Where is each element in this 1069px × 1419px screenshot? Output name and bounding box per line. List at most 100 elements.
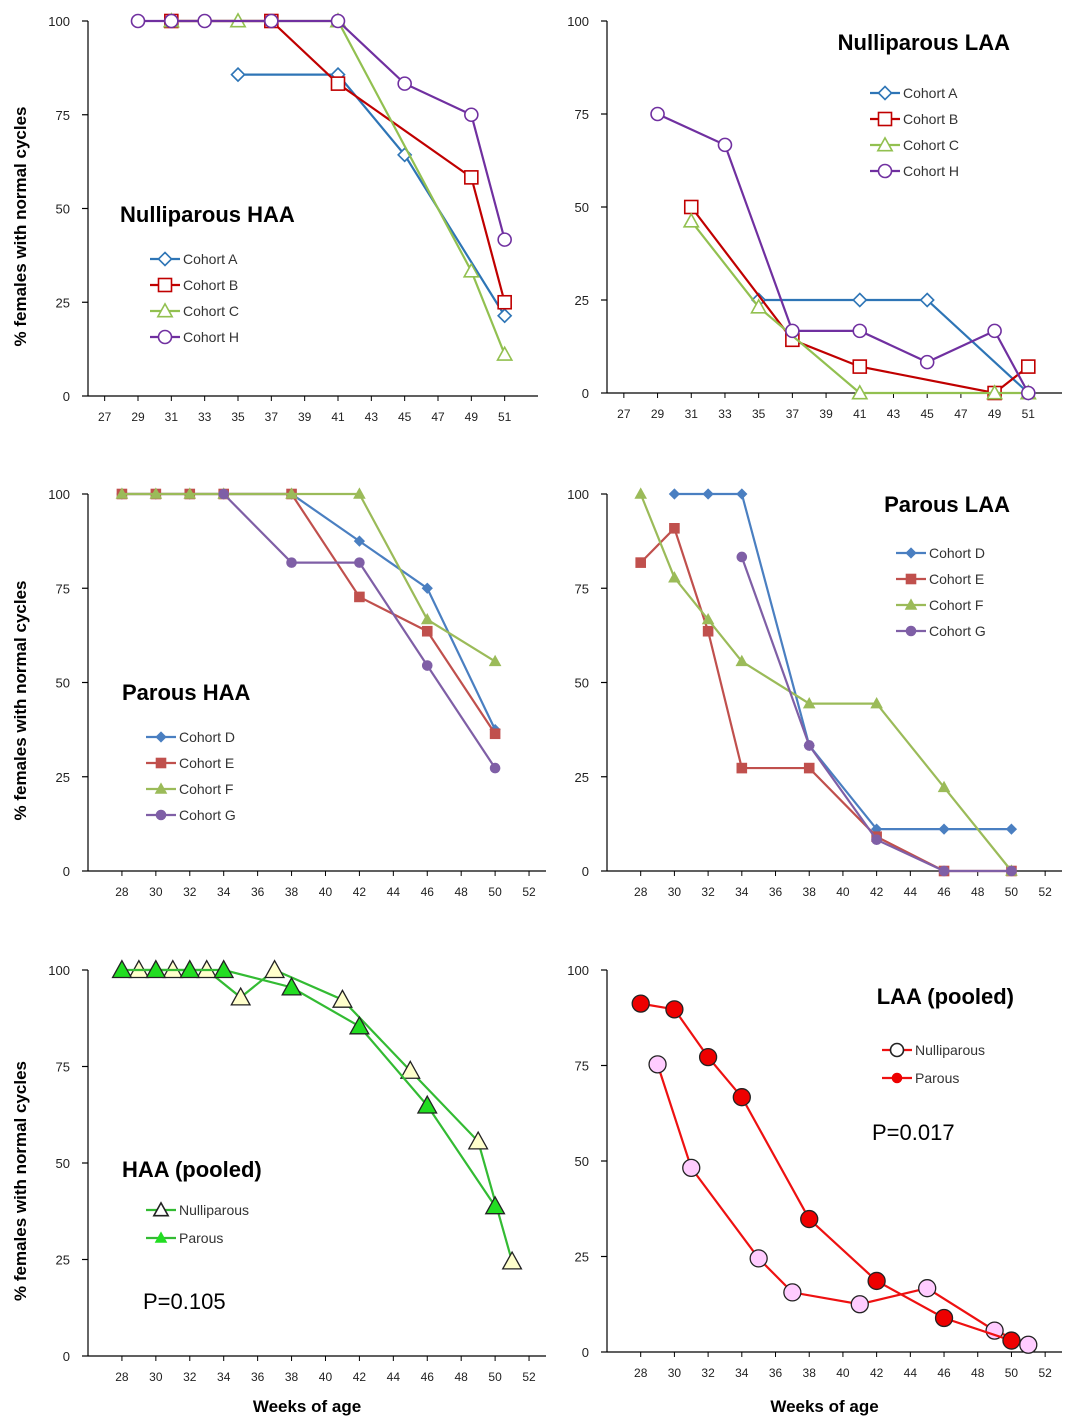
series-line — [640, 1002, 1012, 1342]
data-point — [867, 1271, 886, 1291]
y-tick-label: 75 — [56, 1060, 70, 1075]
x-tick-label: 34 — [735, 885, 749, 899]
data-point — [484, 1195, 506, 1215]
x-tick-label: 36 — [251, 885, 265, 899]
panel-title: Parous HAA — [122, 680, 250, 705]
y-tick-label: 100 — [567, 963, 589, 978]
data-point — [683, 199, 699, 215]
y-tick-label: 25 — [575, 770, 589, 785]
panel-title: Nulliparous HAA — [120, 202, 295, 227]
data-point — [1006, 865, 1017, 877]
x-tick-label: 49 — [465, 410, 479, 424]
data-point — [785, 323, 800, 339]
x-tick-label: 34 — [217, 1370, 231, 1384]
legend-marker — [905, 573, 917, 585]
data-point — [130, 13, 146, 29]
data-point — [230, 66, 246, 83]
y-tick-label: 75 — [575, 1059, 589, 1074]
legend-marker — [905, 547, 917, 559]
x-tick-label: 39 — [298, 410, 312, 424]
y-tick-label: 100 — [567, 487, 589, 502]
x-tick-label: 48 — [455, 1370, 469, 1384]
series-cohort-f — [115, 487, 502, 667]
x-tick-label: 30 — [668, 885, 682, 899]
y-tick-label: 75 — [575, 107, 589, 122]
series-line — [758, 298, 1030, 394]
data-point — [634, 487, 648, 499]
data-point — [488, 654, 502, 667]
panel-title: Parous LAA — [884, 492, 1010, 517]
legend-label: Nulliparous — [179, 1202, 249, 1218]
x-tick-label: 43 — [365, 410, 379, 424]
series-cohort-g — [218, 488, 501, 774]
data-point — [803, 740, 815, 751]
legend-label: Parous — [915, 1070, 959, 1086]
legend-label: Cohort G — [179, 807, 236, 823]
data-point — [145, 959, 167, 979]
data-point — [736, 488, 748, 500]
x-tick-label: 38 — [285, 1370, 299, 1384]
y-tick-label: 100 — [48, 487, 70, 502]
x-tick-label: 29 — [651, 407, 665, 421]
data-point — [736, 762, 748, 774]
legend-label: Cohort F — [179, 781, 233, 797]
legend-label: Cohort C — [903, 137, 959, 153]
series-nulliparous — [648, 1055, 1038, 1354]
legend-label: Cohort G — [929, 623, 986, 639]
y-tick-label: 100 — [48, 963, 70, 978]
series-cohort-h — [130, 13, 512, 247]
legend-marker — [904, 598, 918, 610]
legend-marker — [152, 1201, 170, 1217]
data-point — [464, 170, 479, 185]
x-tick-label: 28 — [634, 885, 648, 899]
data-point — [635, 557, 647, 568]
data-point — [717, 137, 733, 153]
data-point — [871, 834, 882, 846]
x-tick-label: 50 — [488, 885, 502, 899]
data-point — [421, 660, 433, 671]
x-tick-label: 27 — [98, 410, 112, 424]
x-tick-label: 32 — [701, 1366, 715, 1380]
legend-marker — [155, 809, 167, 821]
x-tick-label: 50 — [1005, 1366, 1019, 1380]
x-tick-label: 40 — [319, 1370, 333, 1384]
x-tick-label: 38 — [803, 885, 817, 899]
series-parous — [631, 994, 1021, 1350]
x-tick-label: 36 — [769, 885, 783, 899]
y-tick-label: 75 — [575, 581, 589, 596]
legend-label: Cohort A — [903, 85, 958, 101]
data-point — [497, 232, 512, 247]
series-cohort-f — [634, 487, 1018, 876]
legend-marker — [876, 136, 894, 152]
data-point — [197, 13, 212, 29]
series-cohort-g — [736, 551, 1017, 877]
series-cohort-c — [682, 212, 1037, 400]
data-point — [467, 1130, 489, 1150]
legend-label: Cohort E — [179, 755, 234, 771]
series-line — [656, 1064, 1029, 1346]
data-point — [938, 865, 950, 877]
data-point — [852, 323, 868, 339]
series-line — [121, 492, 496, 663]
x-tick-label: 41 — [331, 410, 345, 424]
series-line — [639, 493, 1013, 872]
data-point — [489, 762, 501, 774]
data-point — [802, 697, 816, 709]
data-point — [285, 487, 298, 499]
x-tick-label: 47 — [431, 410, 445, 424]
x-tick-label: 44 — [387, 885, 401, 899]
x-tick-label: 52 — [1038, 885, 1052, 899]
y-tick-label: 75 — [56, 581, 70, 596]
legend-marker — [156, 302, 174, 318]
x-tick-label: 30 — [668, 1366, 682, 1380]
y-tick-label: 25 — [56, 770, 70, 785]
p-value-annotation: P=0.105 — [143, 1289, 226, 1314]
data-point — [281, 976, 303, 996]
data-point — [682, 212, 700, 228]
x-tick-label: 50 — [488, 1370, 502, 1384]
legend-marker — [157, 251, 173, 267]
data-point — [264, 13, 279, 29]
legend-marker — [877, 163, 893, 179]
data-point — [353, 535, 366, 547]
data-point — [115, 487, 129, 499]
